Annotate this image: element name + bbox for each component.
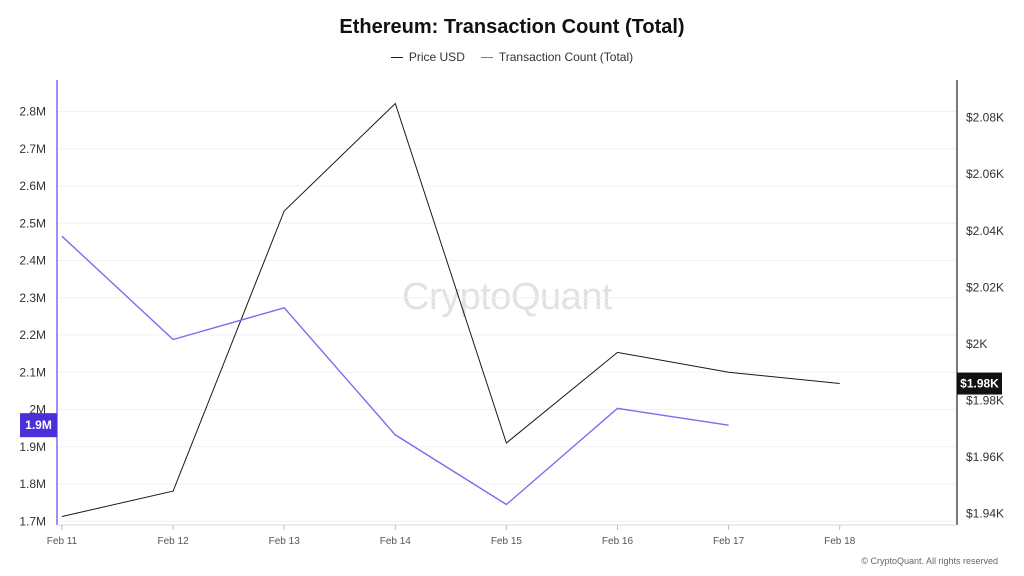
chart-title: Ethereum: Transaction Count (Total) — [339, 16, 685, 38]
x-tick-label: Feb 17 — [713, 536, 745, 547]
badge-left-current-value — [20, 413, 57, 438]
y-left-tick-label: 2.4M — [19, 254, 46, 268]
y-right-tick-label: $1.94K — [966, 507, 1004, 521]
x-tick-label: Feb 16 — [602, 536, 634, 547]
y-left-tick-label: 1.7M — [19, 514, 46, 528]
x-tick-label: Feb 15 — [491, 536, 523, 547]
y-left-tick-label: 1.9M — [19, 440, 46, 454]
chart-legend: Price USD Transaction Count (Total) — [0, 50, 1024, 64]
y-left-tick-label: 2.7M — [19, 142, 46, 156]
legend-label-transaction-count: Transaction Count (Total) — [498, 50, 634, 64]
legend-label-price: Price USD — [408, 50, 465, 64]
y-left-tick-label: 2.2M — [19, 328, 46, 342]
badge-right-label: $1.98K — [960, 377, 999, 391]
x-tick-label: Feb 12 — [158, 536, 190, 547]
badge-left-label: 1.9M — [25, 418, 52, 432]
y-left-tick-label: 2.6M — [19, 179, 46, 193]
legend-item-transaction-count[interactable]: Transaction Count (Total) — [480, 50, 634, 64]
x-tick-label: Feb 18 — [824, 536, 856, 547]
y-left-tick-label: 1.8M — [19, 477, 46, 491]
watermark: CryptoQuant — [402, 276, 612, 318]
y-right-tick-label: $2K — [966, 337, 987, 351]
y-right-tick-label: $2.04K — [966, 224, 1004, 238]
y-right-tick-label: $1.96K — [966, 450, 1004, 464]
y-right-tick-label: $2.06K — [966, 167, 1004, 181]
y-left-tick-label: 2.8M — [19, 105, 46, 119]
legend-swatch-price — [390, 56, 403, 58]
y-right-tick-label: $1.98K — [966, 394, 1004, 408]
series-line-price-usd — [61, 102, 840, 517]
series-line-transaction-count — [61, 235, 729, 506]
y-right-tick-label: $2.08K — [966, 111, 1004, 125]
badge-right-current-value — [957, 372, 1002, 395]
y-right-tick-label: $2.02K — [966, 280, 1004, 294]
x-tick-label: Feb 11 — [47, 536, 78, 547]
legend-swatch-transaction-count — [480, 56, 493, 58]
y-left-tick-label: 2.3M — [19, 291, 46, 305]
y-left-tick-label: 2.1M — [19, 365, 46, 379]
y-left-tick-label: 2.5M — [19, 216, 46, 230]
x-tick-label: Feb 14 — [380, 536, 412, 547]
x-tick-label: Feb 13 — [269, 536, 301, 547]
legend-item-price[interactable]: Price USD — [390, 50, 465, 64]
copyright-notice: © CryptoQuant. All rights reserved — [861, 556, 998, 566]
y-left-tick-label: 2M — [29, 403, 46, 417]
